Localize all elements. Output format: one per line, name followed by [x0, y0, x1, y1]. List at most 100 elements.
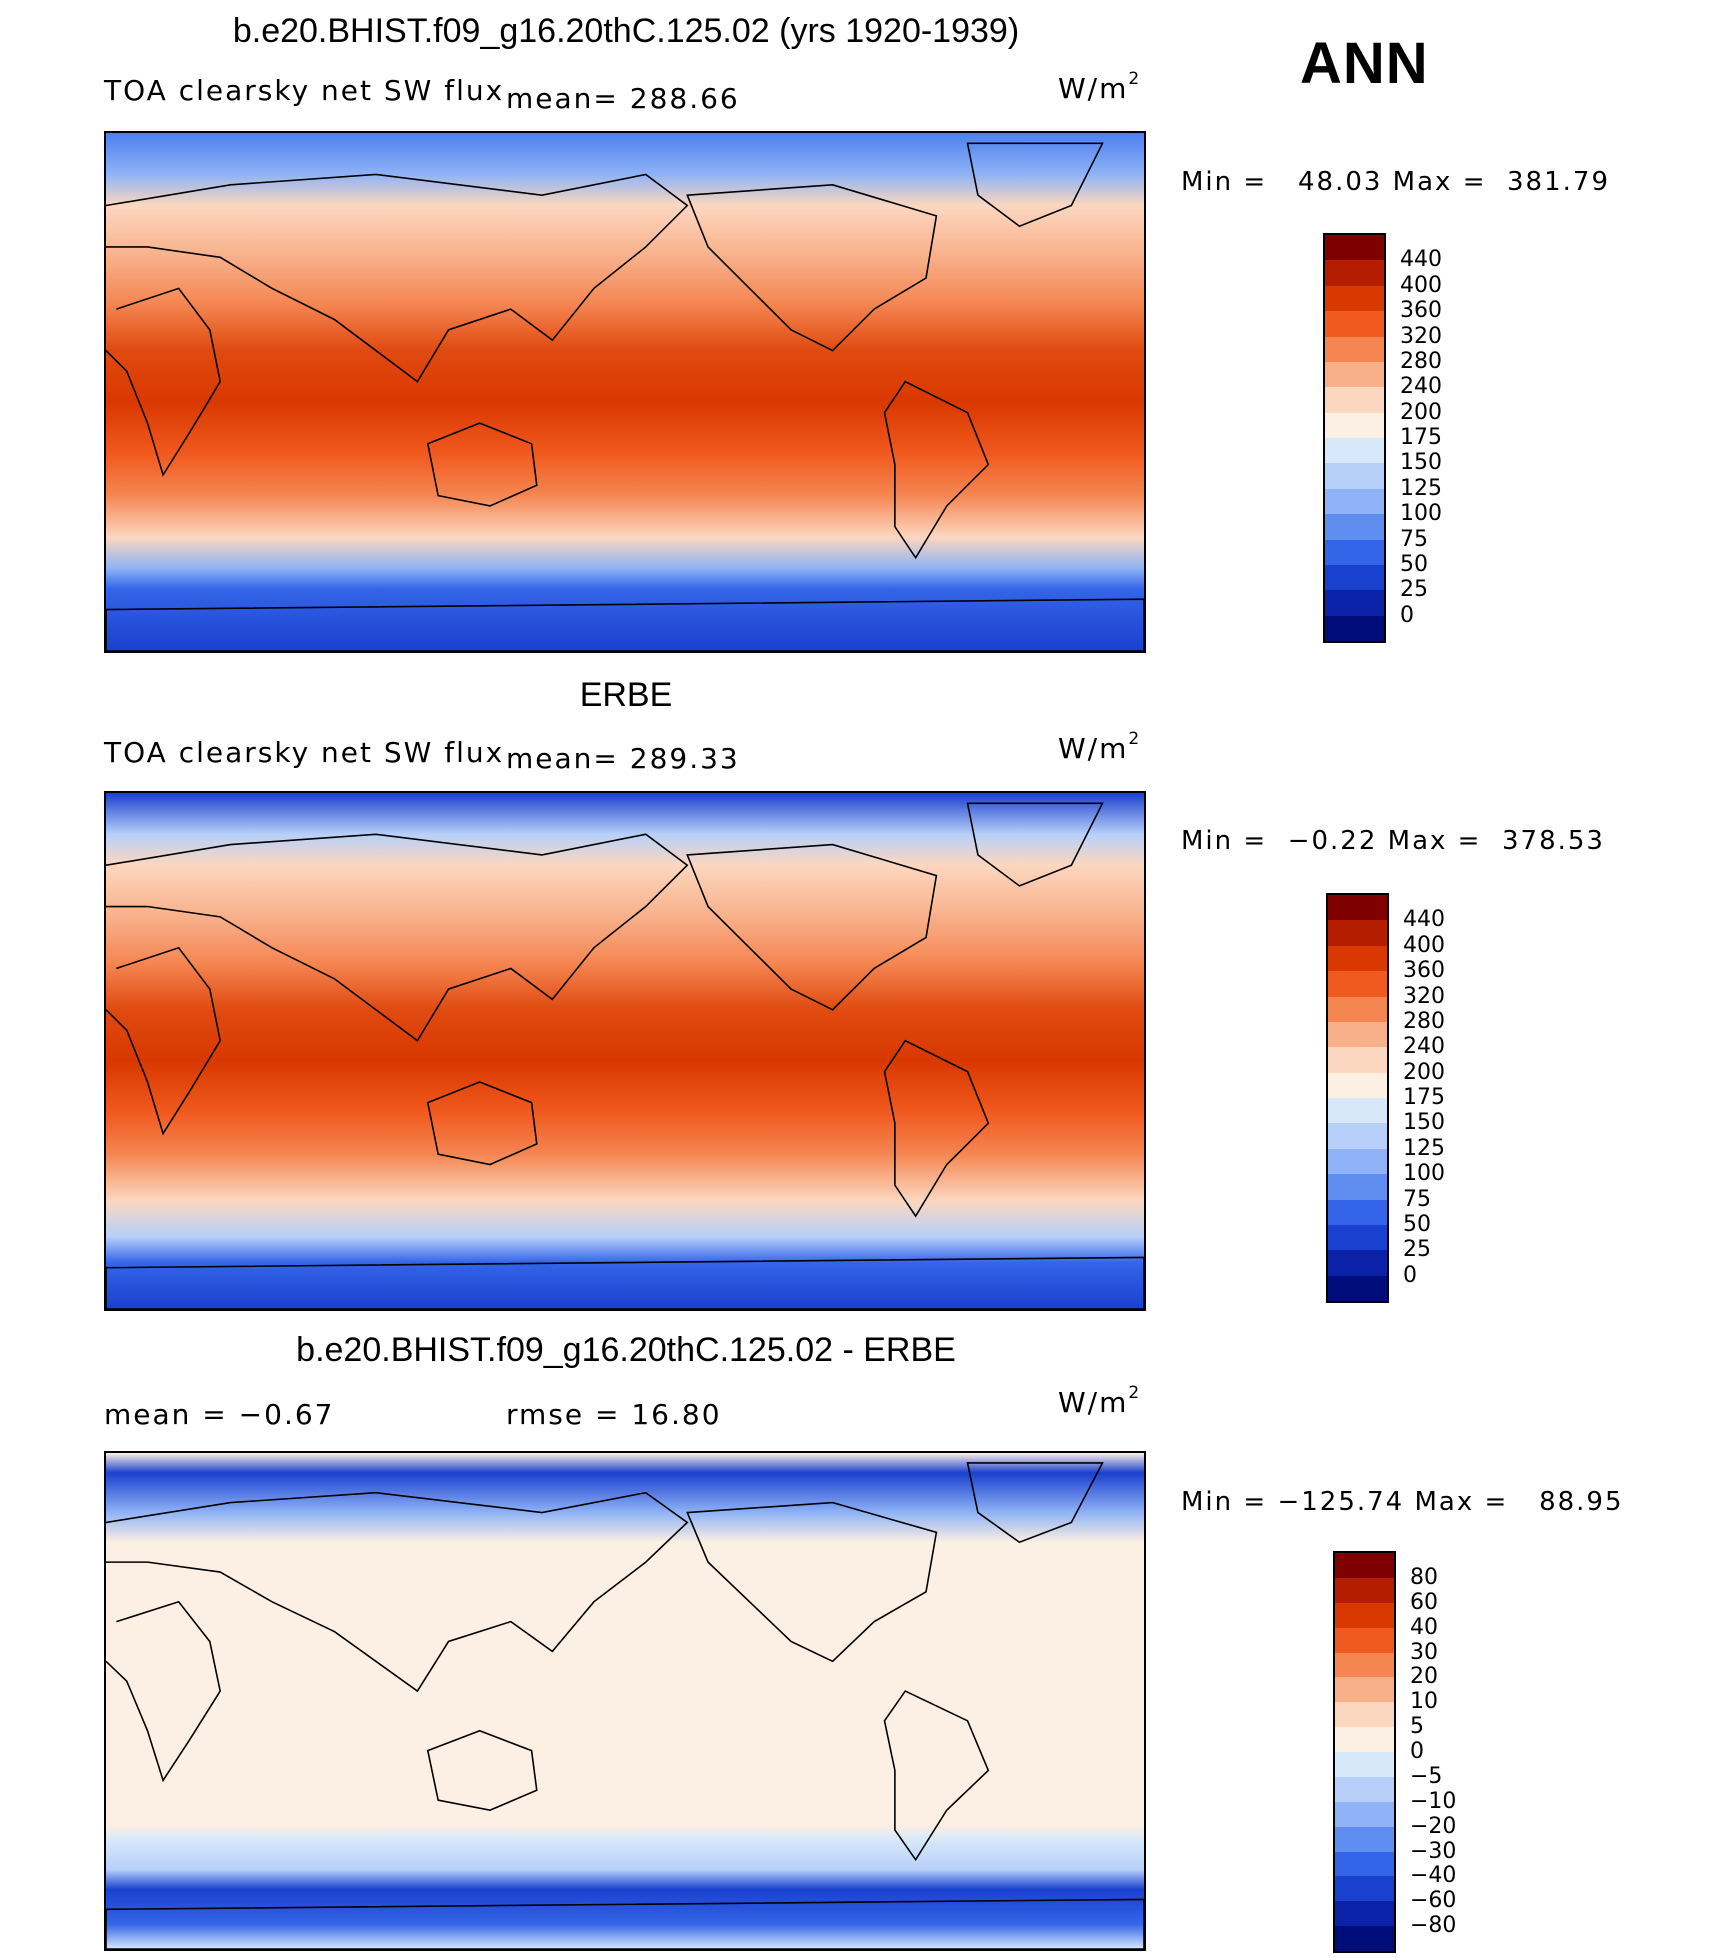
colorbar-label: 75	[1400, 526, 1428, 552]
coastline-outlines	[106, 1453, 1144, 1949]
coastline-outlines	[106, 133, 1144, 651]
coastline-path	[687, 1503, 936, 1662]
colorbar-swatch	[1325, 336, 1384, 363]
colorbar-label: 320	[1403, 983, 1445, 1009]
colorbar-label: 440	[1403, 907, 1445, 933]
panel-3-minmax: Min = −125.74 Max = 88.95	[1181, 1487, 1624, 1517]
colorbar-label: 0	[1403, 1262, 1417, 1288]
colorbar-label: 320	[1400, 323, 1442, 349]
colorbar-label: 440	[1400, 247, 1442, 273]
colorbar-swatch	[1328, 945, 1387, 973]
colorbar-swatch	[1328, 971, 1387, 998]
colorbar-swatch	[1335, 1801, 1394, 1828]
colorbar-label: 60	[1410, 1589, 1438, 1615]
panel-1-mean: mean= 288.66	[506, 82, 740, 115]
colorbar-swatch	[1325, 361, 1384, 389]
panel-3-rmse: rmse = 16.80	[506, 1398, 722, 1431]
coastline-path	[106, 1257, 1144, 1309]
colorbar-label: −30	[1410, 1838, 1457, 1864]
panel-1-units: W/m2	[1058, 68, 1140, 105]
colorbar-swatch	[1328, 1098, 1387, 1125]
colorbar-swatch	[1325, 235, 1384, 262]
colorbar-label: 175	[1403, 1085, 1445, 1110]
colorbar-label: 360	[1403, 958, 1445, 984]
coastline-path	[885, 382, 989, 558]
coastline-path	[968, 803, 1103, 886]
colorbar-label: 400	[1403, 932, 1445, 958]
colorbar-label: 400	[1400, 272, 1442, 298]
colorbar-swatch	[1325, 539, 1384, 566]
panel-3-title: b.e20.BHIST.f09_g16.20thC.125.02 - ERBE	[296, 1331, 956, 1369]
colorbar-label: 40	[1410, 1614, 1438, 1640]
colorbar-swatch	[1325, 412, 1384, 439]
colorbar-swatch	[1328, 1275, 1387, 1302]
colorbar-label: 30	[1410, 1639, 1438, 1665]
colorbar-swatch	[1325, 590, 1384, 617]
colorbar-label: 100	[1400, 501, 1442, 527]
colorbar-label: 80	[1410, 1564, 1438, 1590]
coastline-path	[106, 1493, 687, 1691]
coastline-path	[428, 1082, 537, 1165]
colorbar-label: 75	[1403, 1186, 1431, 1212]
panel-1-colorbar: 440 400 360 320 280 240 200 175 150 125 100 75 50 25 0	[1323, 233, 1442, 643]
colorbar-swatch	[1325, 387, 1384, 414]
panel-3-map	[104, 1451, 1146, 1951]
colorbar-swatch	[1325, 514, 1384, 541]
colorbar-swatch	[1328, 1047, 1387, 1074]
colorbar-label: −60	[1410, 1888, 1457, 1914]
colorbar-label: 10	[1410, 1689, 1438, 1715]
colorbar-label: 125	[1400, 475, 1442, 501]
colorbar-swatch	[1335, 1553, 1394, 1579]
colorbar-swatch	[1325, 564, 1384, 592]
panel-1-title: b.e20.BHIST.f09_g16.20thC.125.02 (yrs 19…	[232, 12, 1020, 50]
colorbar-swatch	[1335, 1752, 1394, 1778]
panel-3-units: W/m2	[1058, 1382, 1140, 1419]
colorbar-swatch	[1325, 311, 1384, 338]
colorbar-swatch	[1325, 488, 1384, 516]
colorbar-label: 150	[1400, 450, 1442, 476]
colorbar-label: 125	[1403, 1135, 1445, 1161]
colorbar-label: 20	[1410, 1664, 1438, 1690]
coastline-outlines	[106, 793, 1144, 1309]
colorbar-label: 5	[1410, 1714, 1424, 1740]
colorbar-label: 280	[1400, 348, 1442, 374]
coastline-path	[106, 1899, 1144, 1949]
colorbar-swatch	[1335, 1776, 1394, 1803]
panel-2-mean: mean= 289.33	[506, 742, 740, 775]
panel-3-colorbar: 80 60 40 30 20 10 5 0 −5 −10 −20 −30 −40 −60 −80	[1333, 1551, 1456, 1953]
colorbar-swatch	[1328, 1250, 1387, 1277]
colorbar-swatch	[1335, 1851, 1394, 1878]
colorbar-swatch	[1325, 438, 1384, 465]
panel-2-colorbar: 440 400 360 320 280 240 200 175 150 125 100 75 50 25 0	[1326, 893, 1445, 1303]
colorbar-label: 360	[1400, 298, 1442, 324]
colorbar-swatch	[1335, 1901, 1394, 1928]
colorbar-label: 0	[1400, 602, 1414, 628]
colorbar-swatch	[1328, 920, 1387, 947]
coastline-path	[968, 1463, 1103, 1542]
colorbar-swatch	[1335, 1677, 1394, 1704]
colorbar-label: 175	[1400, 425, 1442, 450]
coastline-path	[428, 423, 537, 506]
panel-1-variable: TOA clearsky net SW flux	[104, 74, 505, 107]
colorbar-swatch	[1328, 1224, 1387, 1252]
colorbar-label: 150	[1403, 1110, 1445, 1136]
coastline-path	[687, 845, 936, 1010]
colorbar-label: −80	[1410, 1913, 1457, 1939]
colorbar-swatch	[1328, 1021, 1387, 1049]
colorbar-label: 240	[1400, 374, 1442, 400]
colorbar-label: 280	[1403, 1008, 1445, 1034]
colorbar-label: 100	[1403, 1161, 1445, 1187]
colorbar-label: 50	[1400, 551, 1428, 577]
colorbar-swatch	[1325, 285, 1384, 313]
season-label: ANN	[1300, 31, 1429, 96]
coastline-path	[106, 834, 687, 1040]
colorbar-swatch	[1328, 1072, 1387, 1099]
coastline-path	[106, 948, 220, 1134]
colorbar-label: −10	[1410, 1788, 1457, 1814]
panel-2-units: W/m2	[1058, 728, 1140, 765]
panel-3-mean: mean = −0.67	[104, 1398, 335, 1431]
colorbar-swatch	[1328, 895, 1387, 922]
colorbar-label: 200	[1403, 1059, 1445, 1085]
coastline-path	[428, 1731, 537, 1810]
panel-2-minmax: Min = −0.22 Max = 378.53	[1181, 826, 1605, 856]
